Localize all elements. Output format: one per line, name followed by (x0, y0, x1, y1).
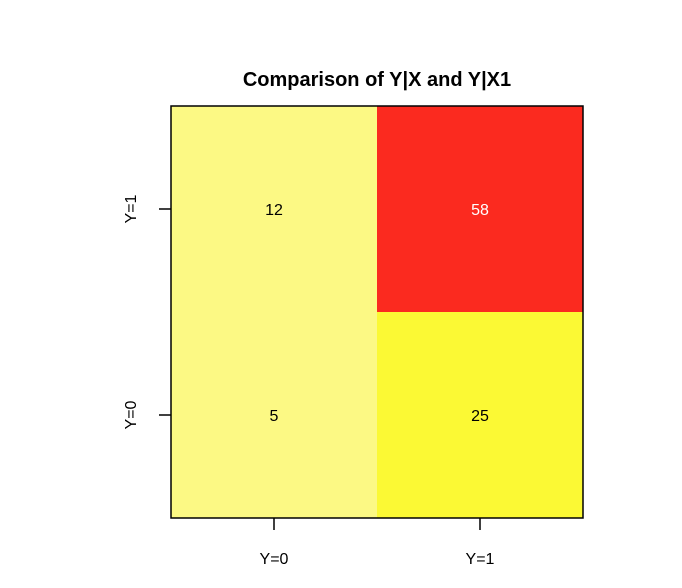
heatmap-cells (171, 106, 583, 518)
cell-value-label: 58 (471, 202, 489, 219)
plot-frame (170, 105, 584, 519)
chart-title: Comparison of Y|X and Y|X1 (243, 69, 511, 91)
x-tick-label: Y=1 (466, 551, 495, 568)
x-tick-label: Y=0 (260, 551, 289, 568)
cell-labels: 12 58 5 25 (265, 202, 489, 425)
cell-value-label: 12 (265, 202, 283, 219)
y-axis: Y=0 Y=1 (123, 194, 171, 429)
heatmap-cell (377, 106, 583, 312)
heatmap-cell (171, 312, 377, 518)
heatmap-cell (171, 106, 377, 312)
y-tick-label: Y=0 (123, 400, 140, 429)
cell-value-label: 5 (270, 408, 279, 425)
y-tick-label: Y=1 (123, 194, 140, 223)
heatmap-cell (377, 312, 583, 518)
x-axis: Y=0 Y=1 (260, 518, 495, 568)
cell-value-label: 25 (471, 408, 489, 425)
